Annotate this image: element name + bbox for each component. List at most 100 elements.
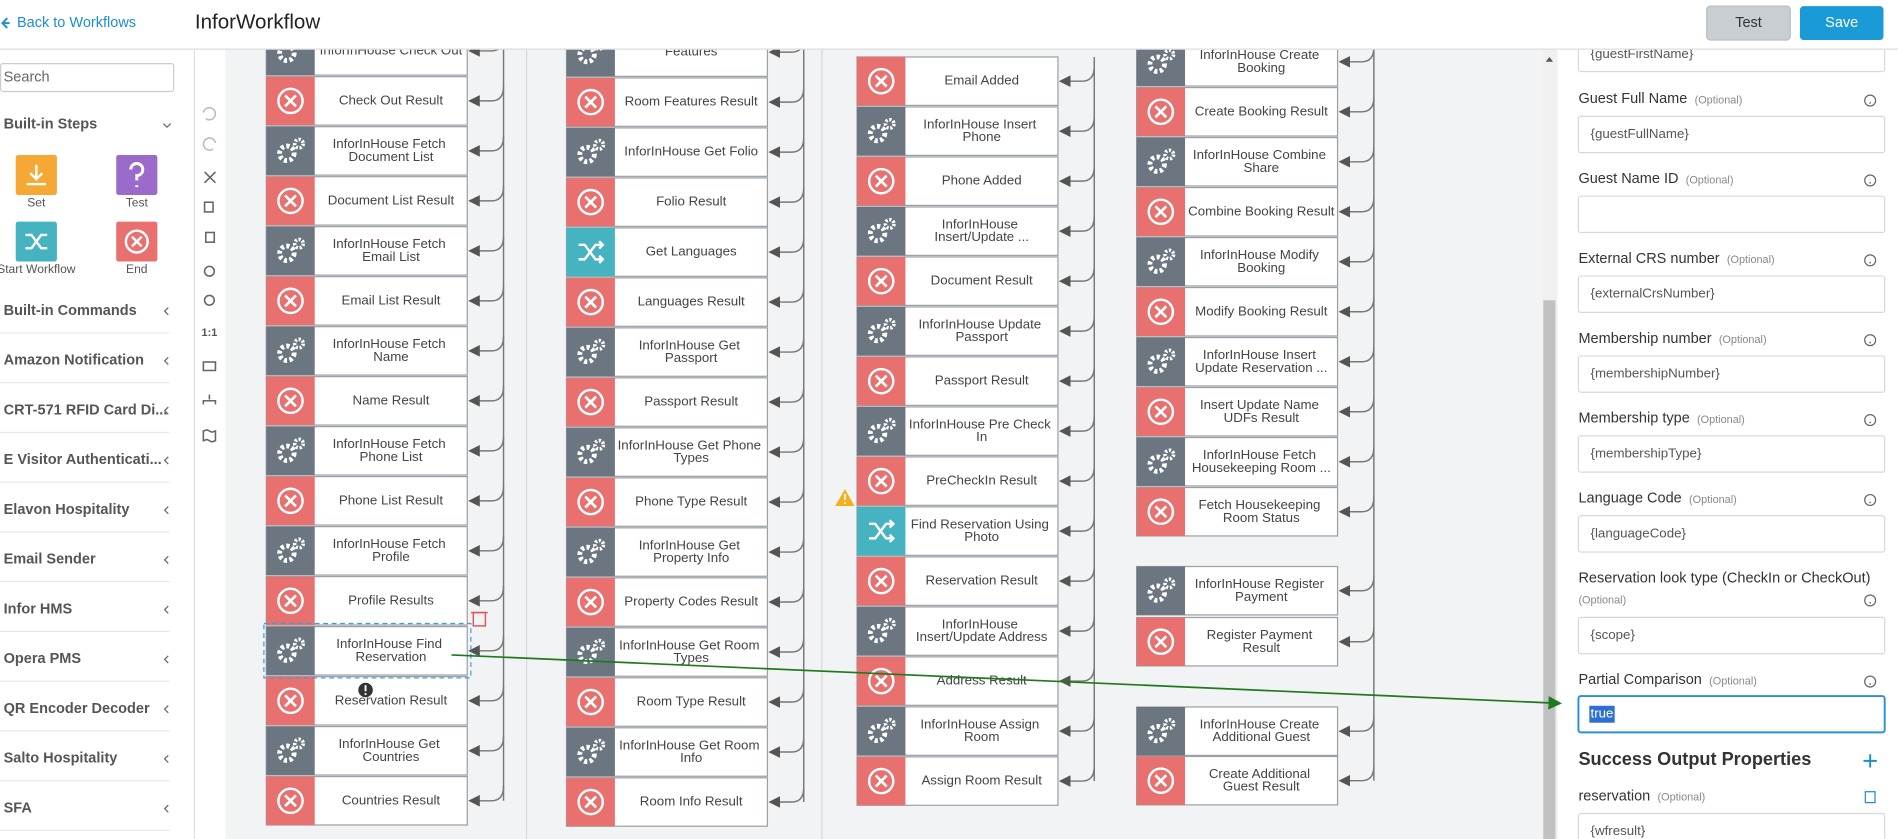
toolbar-icons[interactable] [202, 106, 217, 443]
node-label[interactable]: InforInHouse Insert Update Reservation .… [1195, 347, 1327, 375]
input-box[interactable] [1577, 812, 1886, 839]
node-label[interactable]: Reservation Result [926, 573, 1039, 588]
node-label[interactable]: Phone List Result [339, 492, 444, 507]
node-label[interactable]: Profile Results [348, 592, 434, 607]
node-label[interactable]: Create Additional Guest Result [1209, 766, 1314, 794]
node-label[interactable]: Countries Result [342, 792, 441, 807]
input-box[interactable] [1577, 355, 1886, 393]
paste[interactable] [204, 231, 216, 243]
input-box[interactable] [1577, 435, 1886, 473]
help-icon[interactable] [1864, 675, 1877, 688]
step-label[interactable]: Start Workflow [0, 262, 76, 276]
input-box[interactable] [1577, 515, 1886, 553]
node-label[interactable]: InforInHouse Pre Check In [909, 416, 1055, 444]
back-link[interactable]: Back to Workflows [17, 15, 136, 31]
node-label[interactable]: InforInHouse Fetch Housekeeping Room ... [1192, 447, 1331, 475]
search-box[interactable] [0, 63, 175, 93]
input-box[interactable] [1577, 616, 1886, 655]
node-label[interactable]: InforInHouse Fetch Phone List [333, 436, 450, 464]
node-label[interactable]: InforInHouse Get Phone Types [618, 437, 765, 465]
node-label[interactable]: Languages Result [638, 294, 745, 309]
node-label[interactable]: Combine Booking Result [1188, 203, 1335, 218]
node-label[interactable]: Email List Result [341, 292, 440, 307]
tree[interactable] [202, 394, 217, 405]
delete-node-icon[interactable] [470, 611, 488, 627]
back-arrow[interactable] [1, 17, 10, 29]
node-label[interactable]: Passport Result [935, 373, 1029, 388]
save-button[interactable] [1799, 6, 1884, 41]
section-title[interactable]: Email Sender [4, 552, 96, 568]
node-label[interactable]: InforInHouse Get Room Info [619, 737, 763, 765]
help-icon[interactable] [1864, 254, 1877, 267]
section-title[interactable]: Opera PMS [4, 651, 82, 667]
node-label[interactable]: Fetch Housekeeping Room Status [1198, 497, 1324, 525]
input-box[interactable] [1577, 275, 1886, 313]
node-label[interactable]: Check Out Result [339, 92, 444, 107]
print[interactable] [202, 361, 217, 372]
section-title[interactable]: Infor HMS [4, 601, 73, 617]
node-label[interactable]: InforInHouse Insert Phone [923, 116, 1040, 144]
node-label[interactable]: InforInHouse Fetch Name [333, 336, 450, 364]
delete-output[interactable] [1864, 791, 1876, 804]
help-icon[interactable] [1864, 94, 1877, 107]
node-label[interactable]: InforInHouse Find Reservation [336, 636, 445, 664]
node-label[interactable]: Property Codes Result [624, 594, 758, 609]
section-title[interactable]: Elavon Hospitality [4, 502, 130, 518]
section-title[interactable]: Amazon Notification [4, 353, 144, 369]
zoom-reset[interactable]: 1:1 [202, 327, 218, 339]
node-label[interactable]: Find Reservation Using Photo [911, 516, 1053, 544]
undo[interactable] [202, 106, 217, 121]
test-button-label[interactable]: Test [1735, 15, 1762, 31]
zoom-in[interactable] [203, 265, 216, 277]
step-label[interactable]: End [126, 262, 148, 276]
section-title[interactable]: QR Encoder Decoder [4, 701, 150, 717]
node-label[interactable]: InforInHouse Register Payment [1195, 576, 1328, 604]
node-label[interactable]: InforInHouse Insert/Update ... [934, 216, 1029, 244]
zoom-out[interactable] [203, 294, 216, 306]
node-label[interactable]: Phone Type Result [635, 494, 747, 509]
node-label[interactable]: Room Type Result [637, 694, 746, 709]
step-label[interactable]: Test [126, 196, 149, 210]
node-label[interactable]: Reservation Result [335, 692, 448, 707]
node-label[interactable]: Room Info Result [640, 794, 743, 809]
node-label[interactable]: PreCheckIn Result [926, 473, 1037, 488]
node-label[interactable]: Document Result [931, 273, 1033, 288]
help-icon[interactable] [1864, 174, 1877, 187]
node-label[interactable]: Passport Result [644, 394, 738, 409]
node-label[interactable]: InforInHouse Fetch Document List [333, 136, 450, 164]
node-label[interactable]: InforInHouse Assign Room [920, 716, 1043, 744]
node-label[interactable]: Email Added [944, 73, 1019, 88]
node-label[interactable]: Room Features Result [625, 94, 758, 109]
section-title[interactable]: Built-in Steps [4, 117, 98, 133]
help-icon[interactable] [1864, 414, 1877, 427]
node-label[interactable]: InforInHouse Update Passport [918, 316, 1044, 344]
node-label[interactable]: Get Languages [646, 244, 737, 259]
node-label[interactable]: Document List Result [328, 192, 455, 207]
input-box[interactable] [1577, 695, 1886, 734]
node-label[interactable]: InforInHouse Fetch Profile [333, 536, 450, 564]
section-title[interactable]: Salto Hospitality [4, 751, 118, 767]
node-label[interactable]: InforInHouse Create Additional Guest [1200, 716, 1323, 744]
input-box[interactable] [1577, 195, 1886, 234]
help-icon[interactable] [1864, 594, 1877, 607]
node-label[interactable]: Name Result [353, 392, 430, 407]
node-label[interactable]: Modify Booking Result [1195, 303, 1328, 318]
section-title[interactable]: CRT-571 RFID Card Di... [4, 402, 168, 418]
node-label[interactable]: InforInHouse Get Passport [639, 337, 744, 365]
cut[interactable] [204, 171, 217, 184]
node-label[interactable]: InforInHouse Combine Share [1193, 147, 1330, 175]
scroll-up[interactable] [1545, 56, 1554, 62]
node-label[interactable]: Register Payment Result [1207, 627, 1316, 655]
node-label[interactable]: Folio Result [656, 194, 727, 209]
node-label[interactable]: Assign Room Result [921, 773, 1042, 788]
node-label[interactable]: InforInHouse Create Booking [1200, 47, 1323, 75]
node-label[interactable]: InforInHouse Fetch Email List [333, 236, 450, 264]
section-title[interactable]: Built-in Commands [4, 303, 137, 319]
node-label[interactable]: InforInHouse Get Countries [338, 736, 443, 764]
scrollbar-thumb[interactable] [1543, 300, 1556, 839]
node-label[interactable]: InforInHouse Get Room Types [619, 637, 763, 665]
node-label[interactable]: Phone Added [942, 173, 1022, 188]
map[interactable] [202, 428, 217, 443]
add-output[interactable] [1863, 754, 1877, 768]
